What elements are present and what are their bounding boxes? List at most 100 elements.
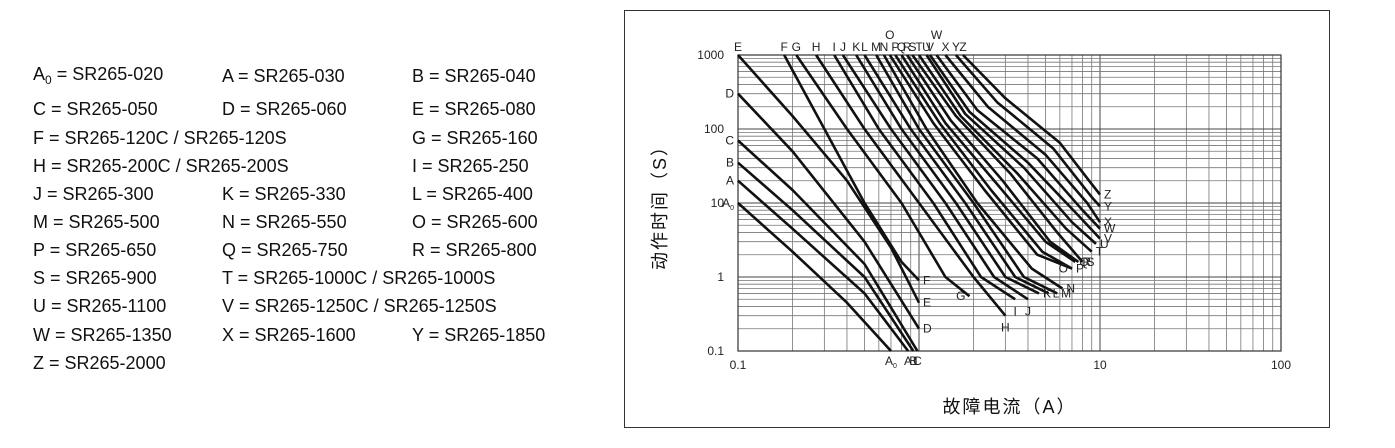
curve-r <box>906 54 1080 263</box>
curve-label: O <box>885 28 894 42</box>
curve-s <box>911 54 1084 263</box>
legend-entry-u: U = SR265-1100 <box>33 296 167 316</box>
curve-label: B <box>726 156 734 170</box>
curve-label: A0 <box>885 354 897 370</box>
legend-entry-a0: A0 = SR265-020 <box>33 64 164 87</box>
curve-label: C <box>725 133 734 147</box>
curve-g <box>795 54 971 298</box>
legend-entry-j: J = SR265-300 <box>33 184 154 204</box>
curve-label: T <box>915 40 923 54</box>
curve-label: G <box>792 40 801 54</box>
curve-label: X <box>1104 215 1112 229</box>
legend-entry-c: C = SR265-050 <box>33 99 158 119</box>
curve-label: N <box>880 40 889 54</box>
curve-c <box>737 139 919 352</box>
model-legend: A0 = SR265-020 A = SR265-030 B = SR265-0… <box>0 0 610 448</box>
curve-v <box>928 54 1101 240</box>
curve-label: K <box>1043 286 1051 300</box>
legend-entry-b: B = SR265-040 <box>412 66 536 86</box>
curve-label: G <box>956 289 965 303</box>
legend-entry-o: O = SR265-600 <box>412 212 538 232</box>
curve-label: 1 <box>912 354 919 368</box>
curve-label: X <box>941 40 949 54</box>
curve-label: P <box>1076 262 1084 276</box>
curve-label: R <box>903 40 912 54</box>
curve-label: H <box>1001 321 1010 335</box>
curve-label: S <box>1086 255 1094 269</box>
curve-q <box>900 54 1077 263</box>
curve-label: M <box>1061 286 1071 300</box>
curve-label: W <box>1104 222 1116 236</box>
y-tick-label: 1 <box>717 270 724 284</box>
y-tick-label: 0.1 <box>707 344 724 358</box>
legend-entry-t: T = SR265-1000C / SR265-1000S <box>222 268 496 288</box>
legend-entry-p: P = SR265-650 <box>33 240 157 260</box>
curve-label: R <box>1082 255 1091 269</box>
curve-label: A <box>726 174 734 188</box>
legend-entry-w: W = SR265-1350 <box>33 325 172 345</box>
legend-entry-n: N = SR265-550 <box>222 212 347 232</box>
curve-label: M <box>871 40 881 54</box>
y-tick-label: 1000 <box>697 48 724 62</box>
curve-label: Z <box>959 40 966 54</box>
legend-entry-l: L = SR265-400 <box>412 184 533 204</box>
chart-frame: 0.1 10 100 0.1 1 10 100 1000 E F G H I J K L M N O P Q R S T U V W… <box>624 10 1330 428</box>
curve-label: T <box>1096 245 1104 259</box>
x-tick-label: 10 <box>1093 358 1107 372</box>
curve-label: I <box>1014 304 1017 318</box>
curve-u <box>925 54 1097 245</box>
legend-entry-x: X = SR265-1600 <box>222 325 356 345</box>
curve-label: O <box>1059 262 1068 276</box>
legend-entry-z: Z = SR265-2000 <box>33 353 166 373</box>
curve-label: V <box>1104 232 1112 246</box>
curve-x <box>944 54 1102 223</box>
curve-label: F <box>923 273 930 287</box>
curve-m <box>875 54 1058 295</box>
curve-j <box>841 54 1029 301</box>
curve-label: U <box>922 40 931 54</box>
curve-label: D <box>725 87 734 101</box>
curve-b <box>737 161 915 352</box>
curve-label: L <box>1053 286 1060 300</box>
curve-a <box>737 179 910 352</box>
curve-h <box>815 54 1007 317</box>
curve-label: S <box>908 40 916 54</box>
curve-p <box>894 54 1073 270</box>
curve-label: U <box>1100 237 1109 251</box>
curve-label: Y <box>1104 199 1112 213</box>
curve-label: Q <box>1079 255 1088 269</box>
curve-label: B <box>909 354 917 368</box>
legend-entry-a: A = SR265-030 <box>222 66 345 86</box>
curve-f <box>783 54 920 282</box>
curve-label: C <box>913 354 922 368</box>
curve-w <box>935 54 1101 230</box>
curve-label: F <box>781 40 788 54</box>
curve-label: K <box>852 40 860 54</box>
legend-entry-v: V = SR265-1250C / SR265-1250S <box>222 296 497 316</box>
curve-label: V <box>926 40 934 54</box>
y-axis-title: 动作时间（S） <box>650 136 670 270</box>
curve-label: D <box>923 322 932 336</box>
x-tick-label: 100 <box>1271 358 1291 372</box>
legend-entry-e: E = SR265-080 <box>412 99 536 119</box>
legend-entry-i: I = SR265-250 <box>412 156 529 176</box>
legend-entry-k: K = SR265-330 <box>222 184 346 204</box>
curve-label: L <box>861 40 868 54</box>
legend-entry-r: R = SR265-800 <box>412 240 537 260</box>
curve-l <box>863 54 1050 295</box>
curve-i <box>833 54 1016 301</box>
curve-label: J <box>1025 304 1031 318</box>
curve-y <box>954 54 1101 208</box>
curve-label: N <box>1066 281 1075 295</box>
curve-e <box>737 54 921 304</box>
curve-d <box>737 92 921 330</box>
curve-label: E <box>923 296 931 310</box>
curve-label: Y <box>952 40 960 54</box>
y-tick-label: 100 <box>704 122 724 136</box>
legend-entry-q: Q = SR265-750 <box>222 240 348 260</box>
curve-label: Z <box>1104 188 1111 202</box>
curve-label: Q <box>897 40 906 54</box>
curve-a0 <box>737 202 892 352</box>
curve-o <box>888 54 1073 270</box>
y-tick-label: 10 <box>711 196 725 210</box>
